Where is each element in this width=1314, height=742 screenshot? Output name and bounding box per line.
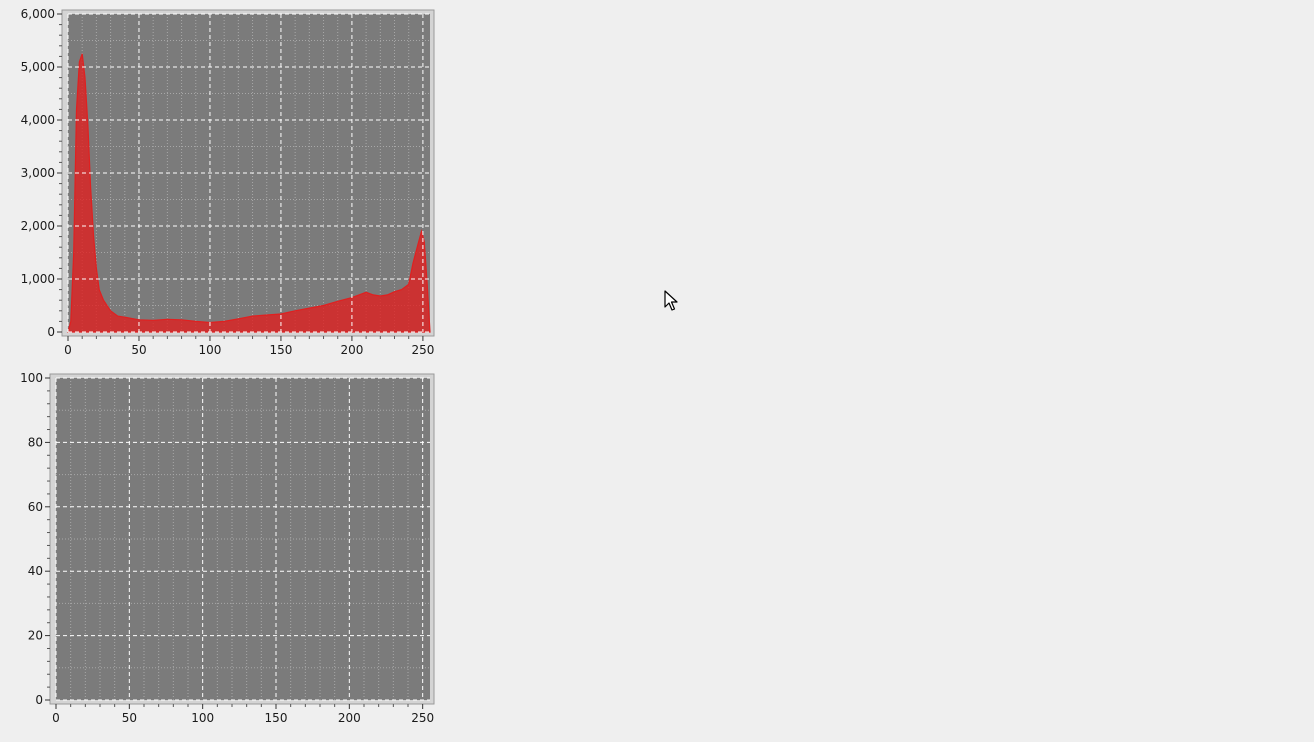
x-tick-label: 200	[340, 343, 363, 357]
plot-area	[68, 14, 430, 332]
y-tick-label: 0	[47, 325, 55, 339]
red-histogram-chart[interactable]: 0 1,000 2,000 3,000 4,000 5,000 6,000 0 50 100 150…	[0, 0, 438, 364]
x-tick-label: 50	[122, 711, 137, 725]
x-tick-label: 150	[269, 343, 292, 357]
y-tick-label: 5,000	[21, 60, 55, 74]
y-tick-label: 20	[28, 629, 43, 643]
red-histogram-area	[67, 53, 431, 333]
y-tick-label: 100	[20, 371, 43, 385]
y-tick-label: 6,000	[21, 7, 55, 21]
x-tick-label: 150	[265, 711, 288, 725]
y-tick-label: 1,000	[21, 272, 55, 286]
empty-histogram-chart-1[interactable]: 0 20 40 60 80 100 0 50 100 150 200 250	[0, 364, 438, 742]
x-tick-label: 250	[411, 343, 434, 357]
x-tick-label: 100	[199, 343, 222, 357]
x-tick-label: 0	[64, 343, 72, 357]
x-tick-label: 250	[411, 711, 434, 725]
x-tick-label: 50	[131, 343, 146, 357]
x-tick-label: 200	[338, 711, 361, 725]
y-tick-label: 60	[28, 500, 43, 514]
x-tick-label: 100	[191, 711, 214, 725]
blue-histogram-chart[interactable]: 01,0002,0003,0004,0005,0006,0007,0000501…	[876, 0, 1314, 364]
y-tick-label: 40	[28, 564, 43, 578]
y-tick-label: 3,000	[21, 166, 55, 180]
mouse-cursor-icon	[664, 290, 678, 311]
x-tick-label: 0	[52, 711, 60, 725]
green-histogram-chart[interactable]: 01,0002,0003,0004,0005,0006,0007,0000501…	[438, 0, 876, 364]
y-tick-label: 80	[28, 435, 43, 449]
y-tick-label: 0	[35, 693, 43, 707]
y-tick-label: 2,000	[21, 219, 55, 233]
y-tick-label: 4,000	[21, 113, 55, 127]
